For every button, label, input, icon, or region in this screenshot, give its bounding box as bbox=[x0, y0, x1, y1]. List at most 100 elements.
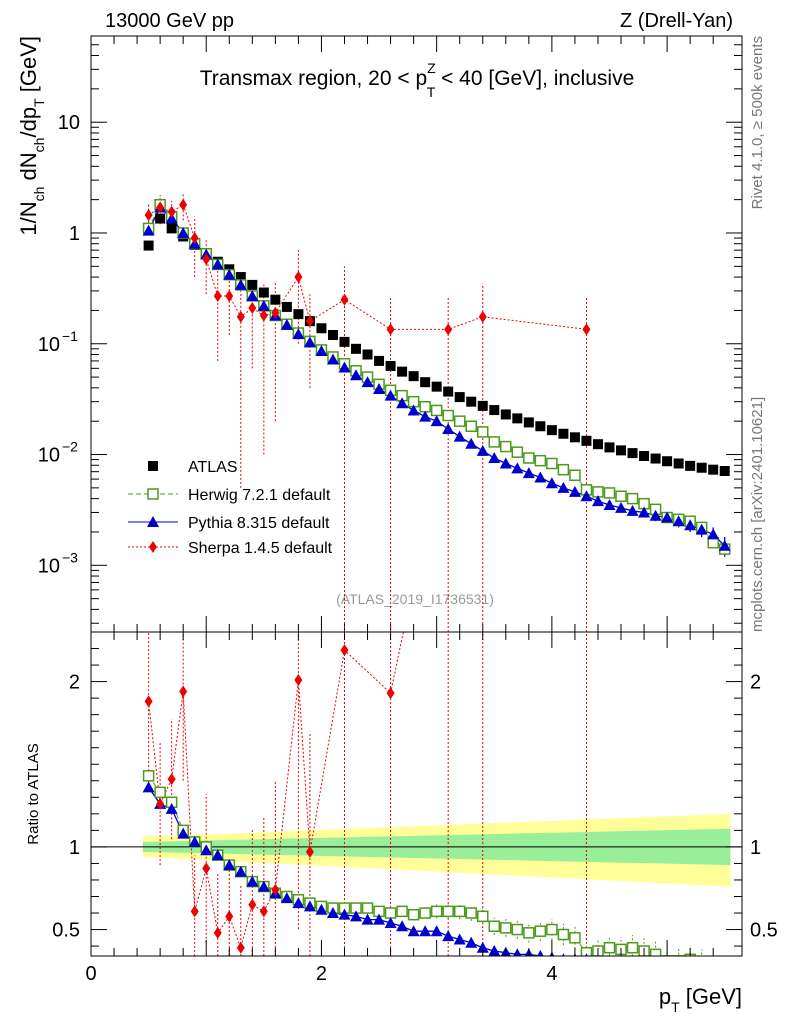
y-tick-label: 10 bbox=[58, 112, 80, 134]
pythia-point bbox=[165, 212, 178, 224]
atlas-point bbox=[443, 386, 454, 397]
atlas-point bbox=[696, 462, 707, 473]
pythia-point bbox=[292, 328, 305, 340]
y-tick-label: 10 bbox=[38, 334, 60, 356]
ratio-pythia-point bbox=[597, 954, 599, 956]
ratio-pythia-point bbox=[407, 925, 420, 937]
herwig-point bbox=[442, 409, 454, 422]
x-tick-label: 2 bbox=[316, 963, 327, 985]
ratio-pythia-point bbox=[476, 941, 489, 953]
atlas-point bbox=[546, 425, 557, 436]
pythia-point bbox=[511, 462, 524, 474]
sherpa-point bbox=[213, 289, 222, 302]
ratio-herwig-point bbox=[649, 948, 662, 956]
ratio-herwig-point bbox=[708, 971, 718, 981]
ratio-herwig-point bbox=[580, 946, 593, 956]
herwig-point bbox=[500, 440, 512, 453]
legend-entry-label: Pythia 8.315 default bbox=[188, 515, 330, 532]
y-tick-label: 10 bbox=[38, 555, 60, 577]
ratio-pythia-point bbox=[177, 827, 190, 839]
ratio-herwig-point bbox=[142, 770, 155, 782]
pythia-point bbox=[568, 485, 581, 497]
pythia-point bbox=[718, 539, 731, 551]
ratio-pythia-point bbox=[666, 954, 668, 956]
atlas-point bbox=[166, 223, 177, 234]
mcplots-label: mcplots.cern.ch [arXiv:2401.10621] bbox=[749, 397, 766, 632]
pythia-point bbox=[557, 481, 570, 493]
ratio-sherpa-point bbox=[202, 862, 211, 875]
ratio-sherpa-point bbox=[259, 905, 268, 918]
ratio-pythia-point bbox=[234, 865, 247, 877]
atlas-point bbox=[616, 445, 627, 456]
ratio-pythia-point bbox=[211, 849, 224, 861]
ratio-sherpa-point bbox=[144, 695, 153, 708]
ratio-herwig-point bbox=[477, 910, 489, 923]
pythia-point bbox=[534, 471, 547, 483]
ratio-y-tick-label: 1 bbox=[69, 837, 80, 859]
ratio-sherpa-point bbox=[190, 905, 199, 918]
legend-entry-label: Sherpa 1.4.5 default bbox=[188, 540, 333, 557]
ratio-herwig-point bbox=[523, 927, 535, 939]
atlas-point bbox=[408, 371, 419, 382]
ratio-data-layer bbox=[91, 632, 742, 984]
ratio-pythia-point bbox=[453, 933, 466, 945]
herwig-point bbox=[626, 492, 639, 505]
sherpa-point bbox=[259, 309, 268, 322]
sherpa-point bbox=[305, 315, 314, 328]
atlas-point bbox=[639, 450, 650, 461]
atlas-point bbox=[431, 381, 442, 392]
ratio-pythia-point bbox=[650, 957, 662, 968]
pythia-point bbox=[430, 415, 443, 427]
legend: ATLAS Herwig 7.2.1 default Pythia 8.315 de… bbox=[128, 459, 333, 557]
ratio-sherpa-point bbox=[179, 685, 188, 698]
ratio-pythia-point bbox=[350, 910, 363, 922]
pythia-point bbox=[488, 452, 501, 464]
pythia-point bbox=[695, 523, 708, 535]
herwig-point bbox=[430, 404, 443, 417]
pythia-point bbox=[442, 423, 455, 435]
sherpa-point bbox=[167, 205, 176, 218]
ratio-y-axis-label: Ratio to ATLAS bbox=[25, 743, 42, 844]
ratio-herwig-point bbox=[720, 974, 730, 984]
ratio-herwig-point bbox=[407, 908, 420, 921]
ratio-pythia-point bbox=[442, 930, 455, 942]
sherpa-point bbox=[582, 323, 591, 336]
atlas-point bbox=[397, 366, 408, 377]
ratio-pythia-point bbox=[673, 957, 685, 968]
atlas-point bbox=[466, 396, 477, 407]
atlas-point bbox=[719, 466, 730, 477]
y-tick-label-exponent: −1 bbox=[62, 328, 78, 344]
ratio-sherpa-point bbox=[271, 883, 280, 896]
pythia-point bbox=[580, 490, 593, 502]
ratio-pythia-point bbox=[326, 907, 339, 919]
sherpa-point bbox=[225, 289, 234, 302]
ratio-frame bbox=[90, 631, 743, 957]
pythia-point bbox=[234, 278, 247, 290]
ratio-sherpa-point bbox=[225, 910, 234, 923]
ratio-sherpa-point bbox=[213, 926, 222, 939]
ratio-pythia-point bbox=[315, 903, 328, 915]
atlas-point bbox=[143, 240, 154, 251]
atlas-point bbox=[627, 448, 638, 459]
pythia-point bbox=[649, 509, 662, 521]
atlas-point bbox=[281, 301, 292, 312]
ratio-pythia-point bbox=[684, 958, 696, 969]
herwig-point bbox=[453, 415, 466, 427]
pythia-point bbox=[211, 258, 224, 270]
ratio-pythia-point bbox=[488, 945, 501, 956]
pythia-point bbox=[661, 511, 674, 523]
pythia-point bbox=[223, 268, 236, 280]
pythia-point bbox=[142, 224, 155, 236]
atlas-point bbox=[374, 355, 385, 366]
ratio-sherpa-point bbox=[305, 845, 314, 858]
sherpa-point bbox=[271, 306, 280, 319]
atlas-point bbox=[385, 360, 396, 371]
pythia-point bbox=[626, 504, 639, 516]
atlas-point bbox=[523, 417, 534, 428]
plot-title: Transmax region, 20 < pZ T < 40 [GeV], in… bbox=[200, 60, 635, 100]
herwig-point bbox=[557, 463, 570, 476]
ratio-pythia-point bbox=[165, 802, 178, 814]
sherpa-point bbox=[190, 232, 199, 245]
pythia-point bbox=[476, 444, 489, 456]
atlas-point bbox=[685, 460, 696, 471]
